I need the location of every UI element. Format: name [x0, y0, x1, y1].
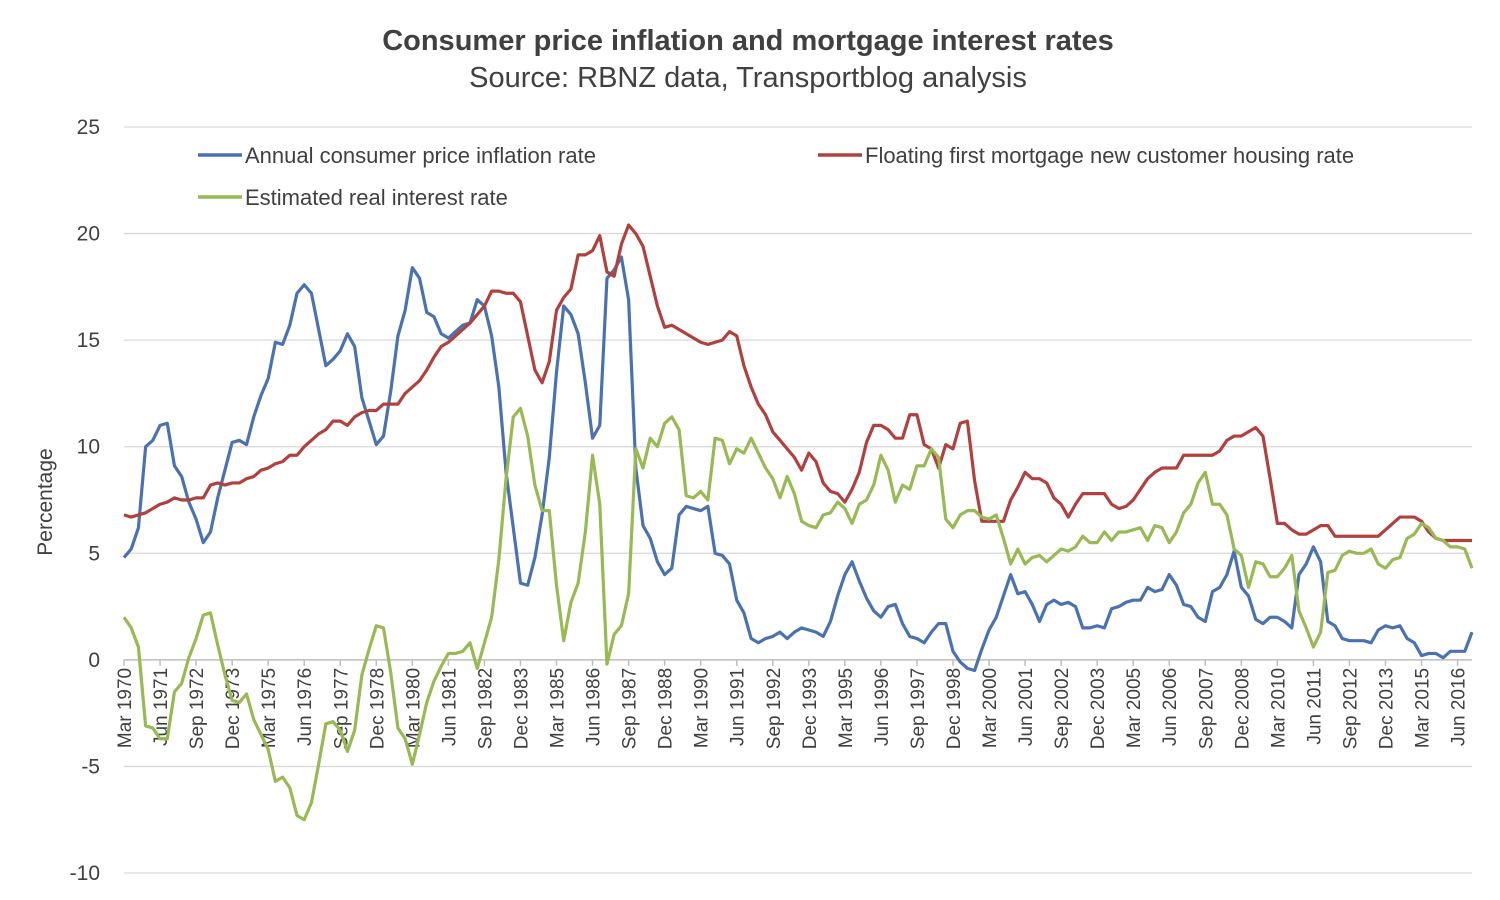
x-tick-label: Mar 2010	[1268, 668, 1289, 748]
legend-label: Floating first mortgage new customer hou…	[865, 143, 1354, 168]
x-tick-label: Jun 1996	[872, 668, 893, 746]
x-tick-label: Mar 1970	[115, 668, 136, 748]
x-tick-label: Mar 1975	[259, 668, 280, 748]
x-tick-label: Dec 1978	[367, 668, 388, 749]
x-tick-label: Dec 2003	[1088, 668, 1109, 749]
x-tick-label: Sep 1977	[331, 668, 352, 749]
x-tick-label: Sep 1972	[187, 668, 208, 749]
x-tick-label: Dec 1988	[656, 668, 677, 749]
x-tick-label: Jun 1976	[295, 668, 316, 746]
y-tick-label: 0	[88, 649, 100, 672]
x-tick-label: Sep 2002	[1052, 668, 1073, 749]
x-tick-label: Jun 1986	[584, 668, 605, 746]
y-tick-label: 20	[77, 223, 100, 246]
x-tick-label: Mar 2015	[1413, 668, 1434, 748]
x-tick-label: Mar 1990	[692, 668, 713, 748]
x-tick-label: Dec 2013	[1376, 668, 1397, 749]
chart-title: Consumer price inflation and mortgage in…	[382, 25, 1114, 57]
x-tick-label: Jun 1991	[728, 668, 749, 746]
legend-label: Estimated real interest rate	[245, 185, 508, 210]
series-line	[122, 406, 1474, 822]
x-tick-label: Sep 2007	[1196, 668, 1217, 749]
x-tick-label: Sep 1997	[908, 668, 929, 749]
x-tick-label: Sep 1992	[764, 668, 785, 749]
x-tick-label: Mar 1985	[548, 668, 569, 748]
y-tick-label: 10	[77, 436, 100, 459]
x-tick-label: Mar 1995	[836, 668, 857, 748]
chart-subtitle: Source: RBNZ data, Transportblog analysi…	[469, 62, 1027, 94]
legend-label: Annual consumer price inflation rate	[245, 143, 596, 168]
y-tick-label: 15	[77, 329, 100, 352]
x-tick-label: Mar 1980	[403, 668, 424, 748]
y-tick-label: -5	[81, 755, 100, 778]
series-line	[122, 255, 1474, 673]
x-tick-label: Jun 2006	[1160, 668, 1181, 746]
grid	[124, 126, 1472, 874]
x-tick-label: Dec 1998	[944, 668, 965, 749]
x-tick-label: Mar 2000	[980, 668, 1001, 748]
y-tick-label: 25	[77, 116, 100, 139]
x-tick-label: Dec 1993	[800, 668, 821, 749]
x-tick-label: Sep 2012	[1340, 668, 1361, 749]
x-tick-label: Jun 1971	[151, 668, 172, 746]
y-tick-label: 5	[88, 542, 100, 565]
series-line	[123, 223, 1472, 543]
x-tick-label: Jun 1981	[439, 668, 460, 746]
y-axis-title: Percentage	[34, 448, 57, 555]
x-tick-label: Dec 1983	[511, 668, 532, 749]
x-tick-label: Dec 2008	[1232, 668, 1253, 749]
x-tick-label: Sep 1987	[620, 668, 641, 749]
x-tick-label: Jun 2001	[1016, 668, 1037, 746]
y-tick-label: -10	[70, 862, 100, 885]
x-tick-label: Jun 2016	[1449, 668, 1470, 746]
x-tick-label: Jun 2011	[1304, 668, 1325, 745]
x-tick-label: Sep 1982	[475, 668, 496, 749]
x-tick-label: Mar 2005	[1124, 668, 1145, 748]
